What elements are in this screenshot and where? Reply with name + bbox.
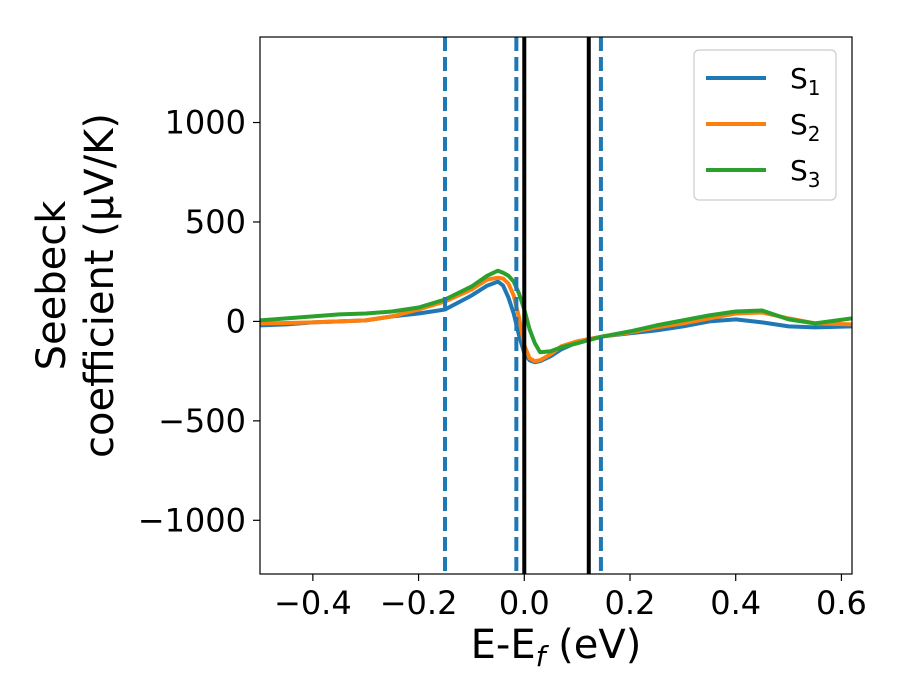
- y-tick-label: 500: [185, 203, 246, 241]
- plot-frame: [259, 36, 853, 575]
- axes: −0.4 −0.2 0.0 0.2 0.4 0.6 −1000 −500 0 500 1000 E-E…: [29, 36, 867, 673]
- y-tick-label: −1000: [138, 501, 246, 539]
- x-tick-label: 0.0: [499, 584, 550, 622]
- x-tick-label: 0.6: [816, 584, 867, 622]
- x-tick-label: 0.4: [710, 584, 761, 622]
- series-line-s3: [260, 268, 852, 355]
- x-tick-label: 0.2: [605, 584, 656, 622]
- x-tick-label: −0.2: [380, 584, 458, 622]
- series-line-s2: [260, 275, 852, 364]
- plot-area: [260, 37, 852, 574]
- y-axis-title-line1: Seebeck: [29, 200, 75, 371]
- y-tick-label: 0: [226, 302, 246, 340]
- legend-label-s1: S1: [790, 62, 821, 100]
- x-tick-label: −0.4: [274, 584, 352, 622]
- x-axis-title: E-Ef (eV): [471, 622, 642, 673]
- legend-label-s3: S3: [790, 154, 821, 192]
- y-tick-label: 1000: [165, 104, 246, 142]
- legend: S1 S2 S3: [693, 49, 837, 201]
- legend-label-s2: S2: [790, 108, 821, 146]
- y-tick-label: −500: [158, 402, 246, 440]
- y-axis-title-line2: coefficient (μV/K): [77, 113, 123, 458]
